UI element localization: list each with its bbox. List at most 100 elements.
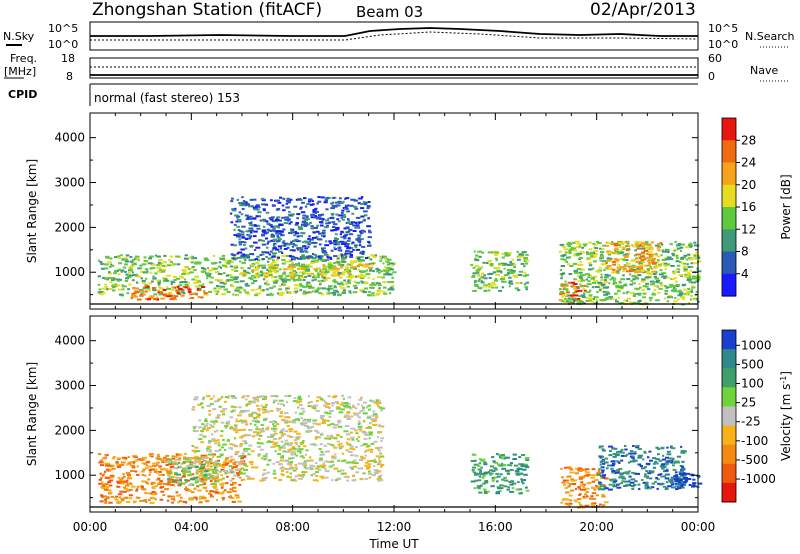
heatmap-cell: [242, 204, 248, 207]
colorbar-swatch: [722, 184, 736, 208]
heatmap-cell: [137, 458, 140, 461]
heatmap-cell: [223, 463, 228, 466]
heatmap-cell: [339, 202, 344, 205]
heatmap-cell: [322, 462, 325, 465]
heatmap-cell: [613, 244, 618, 247]
heatmap-cell: [219, 257, 223, 260]
heatmap-cell: [352, 404, 355, 407]
heatmap-cell: [213, 430, 217, 433]
heatmap-cell: [104, 462, 107, 465]
heatmap-cell: [213, 463, 218, 466]
heatmap-cell: [231, 197, 234, 200]
heatmap-cell: [490, 263, 494, 266]
heatmap-cell: [590, 502, 594, 505]
heatmap-cell: [352, 474, 355, 477]
colorbar-swatch: [722, 162, 736, 186]
heatmap-cell: [354, 287, 358, 290]
heatmap-cell: [323, 247, 326, 250]
heatmap-cell: [276, 259, 280, 261]
heatmap-cell: [638, 283, 641, 285]
heatmap-cell: [671, 278, 676, 280]
heatmap-cell: [305, 256, 311, 259]
heatmap-cell: [243, 472, 246, 475]
heatmap-cell: [626, 241, 629, 244]
heatmap-cell: [139, 267, 143, 270]
heatmap-cell: [578, 487, 581, 490]
heatmap-cell: [645, 285, 649, 288]
heatmap-cell: [625, 472, 630, 475]
heatmap-cell: [311, 465, 316, 468]
heatmap-cell: [176, 467, 179, 470]
heatmap-cell: [586, 285, 589, 288]
heatmap-cell: [224, 396, 230, 398]
heatmap-cell: [151, 490, 155, 493]
heatmap-cell: [322, 268, 325, 271]
heatmap-cell: [569, 489, 575, 492]
heatmap-cell: [119, 464, 125, 467]
heatmap-cell: [253, 230, 258, 233]
heatmap-cell: [369, 286, 374, 289]
heatmap-cell: [691, 277, 697, 280]
heatmap-cell: [238, 461, 242, 464]
heatmap-cell: [216, 285, 219, 287]
heatmap-cell: [598, 455, 603, 458]
heatmap-cell: [659, 242, 663, 245]
heatmap-cell: [600, 460, 605, 462]
heatmap-cell: [313, 245, 317, 248]
heatmap-cell: [182, 474, 186, 477]
heatmap-cell: [599, 503, 602, 506]
heatmap-cell: [600, 251, 605, 253]
heatmap-cell: [283, 282, 286, 285]
heatmap-cell: [592, 242, 596, 245]
heatmap-cell: [322, 259, 327, 262]
heatmap-cell: [186, 468, 191, 471]
heatmap-cell: [265, 282, 268, 285]
heatmap-cell: [340, 287, 346, 290]
heatmap-cell: [306, 281, 311, 284]
heatmap-cell: [156, 266, 162, 269]
heatmap-cell: [252, 235, 257, 238]
heatmap-cell: [255, 204, 260, 207]
heatmap-cell: [131, 263, 135, 266]
heatmap-cell: [97, 291, 101, 294]
heatmap-cell: [565, 256, 571, 259]
heatmap-cell: [161, 268, 166, 271]
heatmap-cell: [637, 483, 641, 486]
heatmap-cell: [681, 466, 685, 469]
heatmap-cell: [686, 478, 692, 480]
heatmap-cell: [561, 255, 565, 258]
heatmap-cell: [635, 445, 640, 447]
heatmap-cell: [310, 213, 315, 216]
heatmap-cell: [198, 479, 201, 482]
heatmap-cell: [595, 474, 599, 477]
heatmap-cell: [572, 286, 576, 289]
heatmap-cell: [367, 266, 373, 269]
heatmap-cell: [663, 470, 667, 473]
heatmap-cell: [601, 284, 605, 287]
heatmap-cell: [184, 481, 188, 484]
heatmap-cell: [641, 270, 645, 273]
heatmap-cell: [139, 459, 144, 462]
heatmap-cell: [264, 275, 268, 278]
heatmap-cell: [214, 261, 218, 264]
heatmap-cell: [244, 434, 249, 437]
heatmap-cell: [167, 478, 170, 481]
heatmap-cell: [240, 421, 244, 424]
heatmap-cell: [261, 264, 266, 267]
heatmap-cell: [321, 464, 327, 467]
heatmap-cell: [502, 464, 507, 466]
heatmap-cell: [118, 262, 123, 265]
heatmap-cell: [222, 259, 228, 262]
heatmap-cell: [584, 474, 589, 477]
heatmap-cell: [523, 257, 528, 259]
heatmap-cell: [132, 279, 135, 282]
heatmap-cell: [242, 200, 246, 203]
heatmap-cell: [500, 278, 505, 281]
heatmap-cell: [161, 473, 165, 476]
heatmap-cell: [278, 232, 283, 235]
heatmap-cell: [337, 419, 342, 422]
heatmap-cell: [669, 283, 674, 286]
heatmap-cell: [120, 482, 125, 485]
heatmap-cell: [377, 400, 382, 403]
heatmap-cell: [267, 270, 273, 272]
